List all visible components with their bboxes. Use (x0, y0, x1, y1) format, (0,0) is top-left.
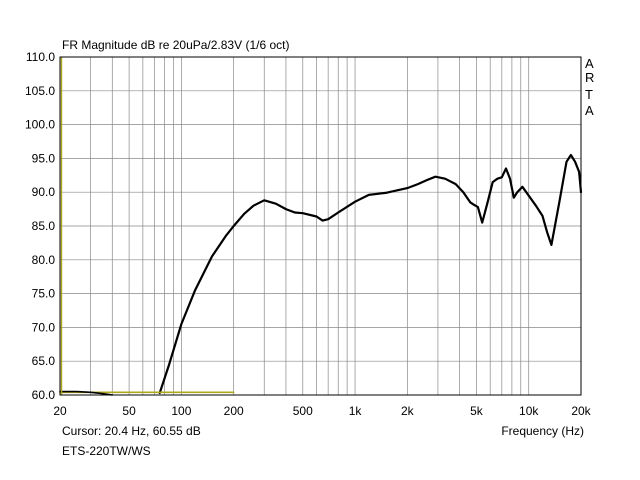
x-tick-label: 200 (224, 404, 244, 418)
traces (59, 57, 583, 396)
device-name: ETS-220TW/WS (62, 444, 151, 458)
y-tick-label: 95.0 (32, 151, 56, 165)
tick-labels: 60.0 65.0 70.0 75.0 80.0 85.0 90.0 95.0 100.0 105… (25, 50, 592, 418)
arta-logo-letter: R (585, 70, 595, 85)
frequency-response-line (158, 153, 583, 395)
x-axis-label: Frequency (Hz) (501, 424, 584, 438)
x-tick-label: 100 (171, 404, 191, 418)
y-tick-label: 80.0 (32, 253, 56, 267)
grid (60, 56, 581, 396)
arta-logo-letter: A (585, 103, 594, 118)
y-tick-label: 65.0 (32, 354, 56, 368)
arta-logo-letter: A (585, 56, 594, 71)
y-tick-label: 105.0 (25, 84, 55, 98)
y-tick-label: 60.0 (32, 388, 56, 402)
y-tick-label: 70.0 (32, 320, 56, 334)
x-tick-label: 10k (519, 404, 539, 418)
x-tick-label: 5k (470, 404, 484, 418)
x-tick-label: 500 (293, 404, 313, 418)
low-frequency-trace (59, 390, 114, 396)
chart-title: FR Magnitude dB re 20uPa/2.83V (1/6 oct) (62, 38, 290, 52)
arta-logo-letter: T (585, 87, 593, 102)
x-tick-label: 20 (53, 404, 67, 418)
y-tick-label: 75.0 (32, 287, 56, 301)
y-tick-label: 90.0 (32, 185, 56, 199)
plot-frame (59, 56, 582, 396)
x-tick-label: 20k (571, 404, 591, 418)
y-tick-label: 110.0 (26, 50, 55, 64)
cursor-readout: Cursor: 20.4 Hz, 60.55 dB (62, 424, 201, 438)
y-tick-label: 85.0 (32, 219, 56, 233)
x-tick-label: 50 (122, 404, 136, 418)
y-tick-label: 100.0 (25, 118, 55, 132)
x-tick-label: 1k (349, 404, 363, 418)
x-tick-label: 2k (401, 404, 415, 418)
